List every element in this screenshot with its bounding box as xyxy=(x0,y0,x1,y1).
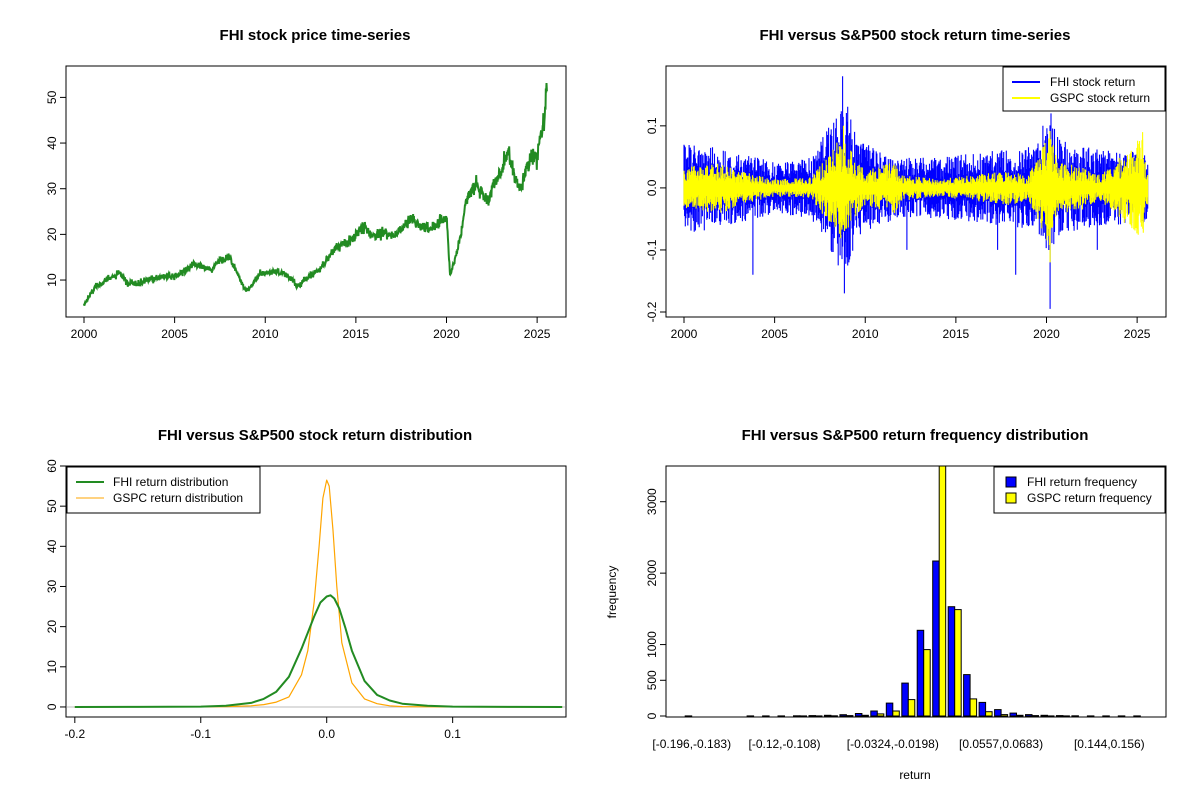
returns-chart-title: FHI versus S&P500 stock return time-seri… xyxy=(760,27,1071,44)
returns-x-tick-label: 2015 xyxy=(943,327,970,341)
histogram-bar-gspc xyxy=(861,714,869,717)
price-panel: FHI stock price time-series 2000 2005 2010… xyxy=(45,27,567,341)
density-legend-box xyxy=(66,466,261,514)
histogram-bar-fhi xyxy=(963,674,971,717)
density-y-tick-label: 0 xyxy=(45,703,59,710)
histogram-bar-gspc xyxy=(923,649,931,717)
density-panel: FHI versus S&P500 stock return distribut… xyxy=(45,427,567,741)
histogram-bar-gspc xyxy=(1000,714,1009,717)
density-y-tick-label: 10 xyxy=(45,660,59,674)
histogram-y-tick-label: 3000 xyxy=(645,488,659,515)
density-series-fhi xyxy=(74,594,563,708)
density-y-tick-label: 50 xyxy=(45,499,59,513)
histogram-y-axis-label: frequency xyxy=(605,566,619,619)
density-x-tick-label: -0.2 xyxy=(64,727,85,741)
price-chart-title: FHI stock price time-series xyxy=(220,27,411,44)
histogram-bar-fhi xyxy=(823,714,832,717)
returns-y-tick-label: 0.1 xyxy=(645,117,659,134)
histogram-bar-gspc xyxy=(1016,714,1024,717)
histogram-bar-gspc xyxy=(876,713,885,717)
density-y-tick-label: 30 xyxy=(45,579,59,593)
returns-y-tick-label: 0.0 xyxy=(645,179,659,196)
density-chart-title: FHI versus S&P500 stock return distribut… xyxy=(158,427,472,444)
density-y-tick-label: 40 xyxy=(45,539,59,553)
histogram-bar-gspc xyxy=(985,711,993,717)
histogram-y-tick-label: 0 xyxy=(645,712,659,719)
histogram-x-axis-label: return xyxy=(899,768,930,782)
returns-x-tick-label: 2020 xyxy=(1033,327,1060,341)
legend-label-fhi-return: FHI stock return xyxy=(1050,75,1135,89)
histogram-bar-gspc xyxy=(892,710,900,717)
histogram-bar-fhi xyxy=(839,714,847,717)
histogram-bar-fhi xyxy=(978,701,987,717)
histogram-x-tick-label: [-0.196,-0.183) xyxy=(652,737,731,751)
legend-label-gspc-return: GSPC stock return xyxy=(1050,91,1150,105)
histogram-bar-fhi xyxy=(885,702,894,717)
histogram-y-tick-label: 500 xyxy=(645,670,659,690)
price-y-tick-label: 30 xyxy=(45,182,59,196)
price-y-tick-label: 20 xyxy=(45,227,59,241)
histogram-plot-frame xyxy=(665,465,1167,718)
histogram-bar-gspc xyxy=(938,465,947,717)
price-x-tick-label: 2000 xyxy=(71,327,98,341)
histogram-bar-gspc xyxy=(969,698,978,717)
density-series-gspc xyxy=(74,479,563,708)
histogram-y-tick-label: 1000 xyxy=(645,631,659,658)
returns-x-tick-label: 2010 xyxy=(852,327,879,341)
returns-y-tick-label: -0.1 xyxy=(645,239,659,260)
histogram-bar-fhi xyxy=(901,682,909,717)
histogram-y-tick-label: 2000 xyxy=(645,559,659,586)
density-x-tick-label: 0.1 xyxy=(444,727,461,741)
histogram-bar-fhi xyxy=(947,606,956,717)
returns-x-tick-label: 2005 xyxy=(761,327,788,341)
histogram-bar-fhi xyxy=(870,710,878,717)
price-x-tick-label: 2010 xyxy=(252,327,279,341)
price-x-tick-label: 2020 xyxy=(433,327,460,341)
histogram-legend-box xyxy=(993,466,1166,514)
legend-label-gspc-frequency: GSPC return frequency xyxy=(1027,491,1152,505)
returns-panel: FHI versus S&P500 stock return time-seri… xyxy=(645,27,1167,341)
price-y-tick-label: 10 xyxy=(45,273,59,287)
density-y-tick-label: 60 xyxy=(45,459,59,473)
histogram-bar-fhi xyxy=(994,709,1002,717)
legend-swatch-fhi-frequency xyxy=(1005,476,1017,488)
histogram-bar-fhi xyxy=(1009,712,1017,717)
histogram-x-tick-label: [-0.0324,-0.0198) xyxy=(847,737,939,751)
histogram-bar-fhi xyxy=(932,560,940,717)
histogram-bar-fhi xyxy=(854,713,863,717)
returns-x-tick-label: 2025 xyxy=(1124,327,1151,341)
histogram-x-tick-label: [0.0557,0.0683) xyxy=(959,737,1043,751)
price-x-tick-label: 2005 xyxy=(161,327,188,341)
returns-x-tick-label: 2000 xyxy=(671,327,698,341)
price-x-tick-label: 2015 xyxy=(343,327,370,341)
histogram-panel: FHI versus S&P500 return frequency distr… xyxy=(605,427,1167,782)
returns-legend-box xyxy=(1002,66,1166,112)
legend-label-fhi-density: FHI return distribution xyxy=(113,475,228,489)
returns-y-tick-label: -0.2 xyxy=(645,301,659,322)
price-y-tick-label: 50 xyxy=(45,90,59,104)
price-x-tick-label: 2025 xyxy=(524,327,551,341)
price-series-line xyxy=(83,82,548,306)
legend-label-fhi-frequency: FHI return frequency xyxy=(1027,475,1137,489)
histogram-x-tick-label: [0.144,0.156) xyxy=(1074,737,1145,751)
histogram-bar-fhi xyxy=(1040,714,1048,717)
histogram-bar-fhi xyxy=(916,629,925,717)
legend-label-gspc-density: GSPC return distribution xyxy=(113,491,243,505)
density-x-tick-label: 0.0 xyxy=(318,727,335,741)
histogram-bar-gspc xyxy=(907,699,916,717)
density-x-tick-label: -0.1 xyxy=(190,727,211,741)
legend-swatch-gspc-frequency xyxy=(1005,492,1017,504)
returns-series-gspc xyxy=(683,125,1149,263)
histogram-x-tick-label: [-0.12,-0.108) xyxy=(749,737,821,751)
histogram-bar-fhi xyxy=(1025,714,1033,717)
histogram-bar-gspc xyxy=(954,609,962,717)
histogram-chart-title: FHI versus S&P500 return frequency distr… xyxy=(742,427,1089,444)
density-y-tick-label: 20 xyxy=(45,620,59,634)
price-y-tick-label: 40 xyxy=(45,136,59,150)
